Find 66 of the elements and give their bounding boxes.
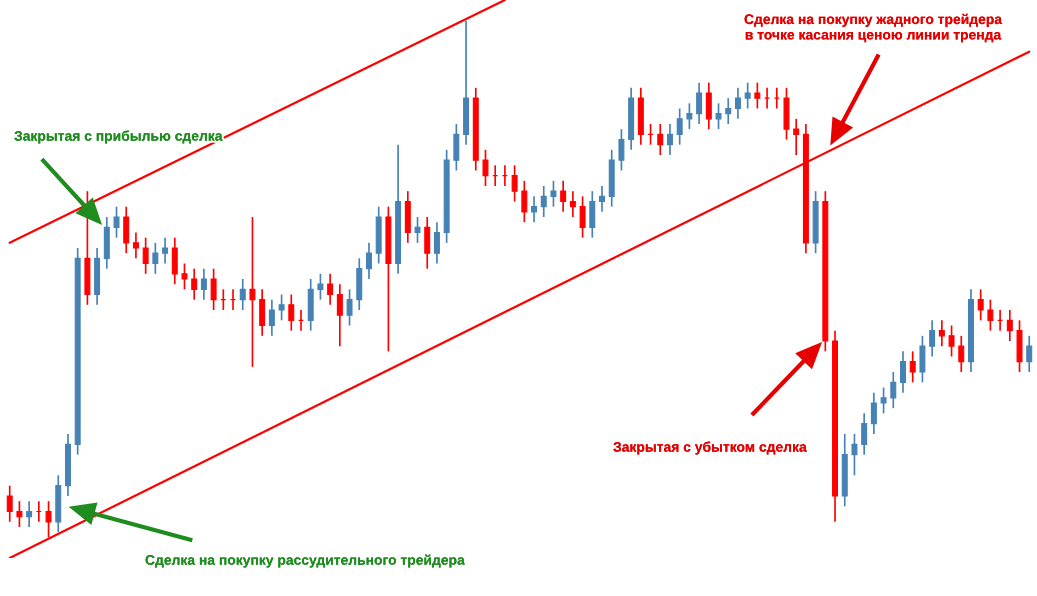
candlestick (531, 195, 538, 224)
candlestick (210, 267, 217, 311)
candlestick (268, 298, 275, 337)
candlestick (152, 241, 159, 275)
candlestick (200, 267, 207, 301)
candlestick (540, 185, 547, 218)
candlestick (113, 205, 120, 239)
candlestick (191, 267, 198, 301)
candlestick (16, 500, 23, 528)
candlestick (6, 484, 13, 523)
candlestick (521, 179, 528, 224)
candlestick (1006, 309, 1013, 342)
candlestick (890, 371, 897, 410)
candlestick (414, 216, 421, 244)
candlestick (336, 283, 343, 348)
candlestick (793, 117, 800, 156)
candlestick (45, 500, 52, 539)
candlestick (696, 81, 703, 125)
candlestick (288, 293, 295, 332)
candlestick (948, 324, 955, 358)
candlestick (1026, 334, 1033, 373)
candlestick (657, 123, 664, 156)
candlestick (365, 241, 372, 280)
candlestick (870, 391, 877, 435)
candlestick (851, 433, 858, 477)
candlestick (754, 81, 761, 110)
candlestick (861, 412, 868, 456)
candlestick (686, 102, 693, 131)
candlestick (433, 221, 440, 265)
text: Сделка на покупку рассудительного трейдера (145, 554, 465, 568)
candlestick (181, 262, 188, 291)
candlestick (676, 107, 683, 146)
candlestick (579, 195, 586, 239)
candlestick (977, 288, 984, 322)
candlestick (909, 350, 916, 384)
candlestick (327, 272, 334, 306)
candlestick (26, 500, 33, 528)
candlestick (987, 298, 994, 332)
candlestick (569, 190, 576, 218)
candlestick (734, 86, 741, 120)
annotation: Сделка на покупку жадного трейдера в точке касания ценою линии тренда (744, 13, 1003, 43)
candlestick (249, 216, 256, 368)
annotation: Закрытая с прибылью сделка (14, 130, 223, 144)
candlestick (511, 164, 518, 203)
candlestick (599, 185, 605, 213)
candlestick (938, 319, 945, 348)
candlestick (618, 128, 625, 172)
candlestick (550, 179, 557, 208)
candlestick (715, 102, 722, 131)
candlestick (900, 350, 906, 394)
candlestick (725, 97, 732, 125)
candlestick (482, 148, 489, 187)
candlestick (880, 386, 887, 415)
candlestick (929, 319, 936, 358)
candlestick (560, 179, 567, 213)
candlestick (744, 81, 751, 110)
candlestick (132, 231, 139, 260)
candlestick (162, 236, 169, 265)
candlestick (346, 288, 353, 327)
candlestick (958, 334, 965, 373)
candlestick (317, 272, 324, 301)
candlestick (278, 293, 285, 322)
annotation: Закрытая с убытком сделка (613, 441, 807, 455)
candlestick (239, 278, 246, 311)
candlestick (142, 236, 149, 275)
candlestick (666, 123, 673, 156)
